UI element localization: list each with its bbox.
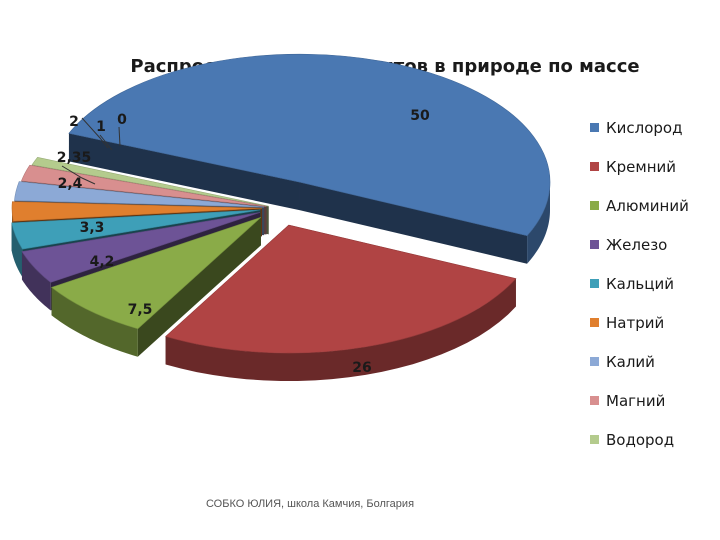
pie-slice-2 — [165, 224, 517, 354]
legend-swatch-9 — [590, 435, 599, 444]
legend: Кислород Кремний Алюминий Железо Кальций Натр… — [590, 119, 689, 449]
legend-swatch-6 — [590, 318, 599, 327]
leader-line-2 — [99, 134, 113, 151]
legend-entry-2: Кремний — [606, 158, 676, 176]
data-label-8: 2 — [69, 114, 79, 130]
legend-swatch-3 — [590, 201, 599, 210]
pie-slice-5 — [11, 209, 261, 250]
data-label-2: 26 — [352, 360, 371, 376]
legend-swatch-5 — [590, 279, 599, 288]
footer-credit: СОБКО ЮЛИЯ, школа Камчия, Болгария — [206, 498, 414, 510]
data-label-1: 50 — [410, 108, 430, 124]
data-label-5: 3,3 — [80, 220, 105, 236]
pie-slice-1 — [68, 53, 551, 237]
legend-swatch-4 — [590, 240, 599, 249]
pie-slice-3 — [50, 217, 262, 330]
legend-entry-6: Натрий — [606, 314, 664, 332]
pie-slice-7 — [14, 181, 265, 208]
pie-slice-side-1 — [68, 133, 550, 264]
pie-slice-9 — [31, 157, 269, 207]
legend-entry-1: Кислород — [606, 119, 682, 137]
pie-slice-4 — [21, 212, 261, 283]
data-label-6: 2,4 — [58, 176, 83, 192]
legend-entry-3: Алюминий — [606, 197, 689, 215]
data-label-9: 1 — [96, 119, 106, 135]
leader-line-4 — [61, 165, 96, 185]
legend-swatch-7 — [590, 357, 599, 366]
data-label-zero: 0 — [117, 112, 127, 128]
legend-entry-5: Кальций — [606, 275, 674, 293]
legend-entry-8: Магний — [606, 392, 665, 410]
legend-swatch-2 — [590, 162, 599, 171]
legend-entry-4: Железо — [606, 236, 667, 254]
legend-entry-7: Калий — [606, 353, 655, 371]
data-label-4: 4,2 — [90, 254, 115, 270]
leader-line-3 — [118, 126, 121, 147]
data-label-7: 2,35 — [57, 150, 92, 166]
pie-layer — [11, 53, 551, 381]
data-label-3: 7,5 — [128, 302, 153, 318]
data-labels: 50 26 7,5 4,2 3,3 2,4 2,35 2 1 0 — [57, 108, 430, 376]
legend-swatch-1 — [590, 123, 599, 132]
legend-swatch-8 — [590, 396, 599, 405]
legend-entry-9: Водород — [606, 431, 674, 449]
pie-slice-8 — [21, 164, 267, 207]
leader-line-1 — [81, 117, 109, 149]
pie-slice-6 — [11, 201, 263, 222]
